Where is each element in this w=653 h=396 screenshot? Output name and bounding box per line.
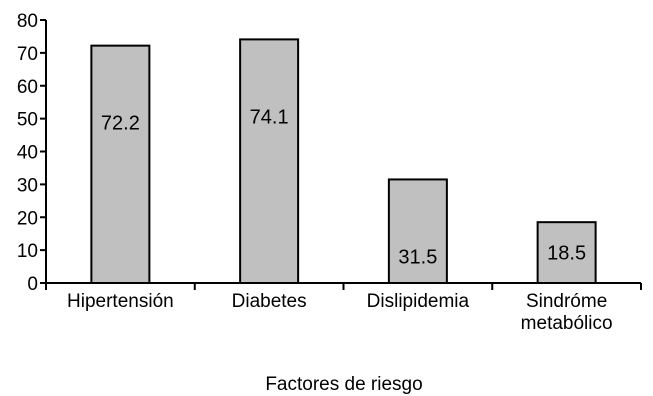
data-label: 72.2 — [101, 113, 140, 135]
bar — [536, 221, 597, 284]
y-tick-label: 30 — [17, 175, 38, 196]
data-label: 31.5 — [398, 246, 437, 268]
data-label: 18.5 — [547, 243, 586, 265]
bars — [90, 38, 597, 285]
x-axis-title: Factores de riesgo — [265, 374, 422, 395]
data-label: 74.1 — [250, 106, 289, 128]
category-label: metabólico — [521, 313, 613, 334]
category-label: Dislipidemia — [367, 291, 470, 312]
bar — [90, 44, 151, 284]
y-tick-label: 60 — [17, 77, 38, 98]
category-label: Hipertensión — [67, 291, 174, 312]
y-tick-label: 70 — [17, 44, 38, 65]
y-tick-label: 50 — [17, 110, 38, 131]
category-label: Diabetes — [232, 291, 307, 312]
category-labels: Hipertensión Diabetes Dislipidemia Sindróme… — [67, 291, 613, 334]
y-tick-label: 40 — [17, 143, 38, 164]
x-axis — [45, 282, 642, 290]
y-tick-label: 10 — [17, 241, 38, 262]
y-tick-label: 80 — [17, 11, 38, 32]
y-tick-label: 20 — [17, 208, 38, 229]
bar — [387, 178, 448, 285]
y-tick-label: 0 — [27, 274, 38, 295]
bar — [239, 38, 300, 284]
y-axis: 0 10 20 30 40 50 60 70 80 — [17, 11, 47, 295]
data-labels: 72.2 74.1 31.5 18.5 — [101, 106, 586, 268]
category-label: Sindróme — [526, 291, 607, 312]
